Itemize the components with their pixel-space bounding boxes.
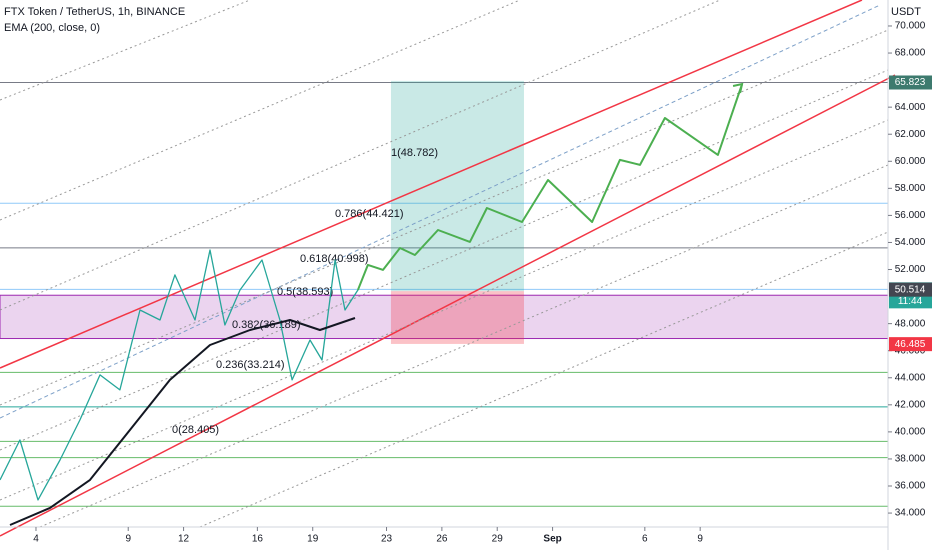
x-tick-label: 26 xyxy=(436,534,448,545)
currency-label: USDT xyxy=(891,6,921,18)
y-tick-label: 68.000 xyxy=(895,48,926,59)
x-tick-label: 9 xyxy=(125,534,131,545)
price-label-box xyxy=(889,75,932,90)
y-tick-label: 56.000 xyxy=(895,210,926,221)
y-tick-label: 44.000 xyxy=(895,372,926,383)
arrowhead xyxy=(732,82,744,94)
position-stop xyxy=(390,291,524,344)
fib-label: 0.236(33.214) xyxy=(216,359,285,371)
y-tick-label: 64.000 xyxy=(895,102,926,113)
y-tick-label: 52.000 xyxy=(895,264,926,275)
x-tick-label: 9 xyxy=(697,534,703,545)
y-tick-label: 58.000 xyxy=(895,183,926,194)
series-line xyxy=(0,249,359,501)
y-tick-label: 62.000 xyxy=(895,129,926,140)
fork-line xyxy=(0,29,889,406)
fork-line xyxy=(0,0,721,311)
channel-mid xyxy=(0,4,881,419)
x-tick-label: 4 xyxy=(33,534,39,545)
chart-title: FTX Token / TetherUS, 1h, BINANCE xyxy=(4,6,185,18)
x-tick-label: 29 xyxy=(492,534,504,545)
x-tick-label: 23 xyxy=(381,534,393,545)
fib-label: 0.786(44.421) xyxy=(335,208,404,220)
indicator-label: EMA (200, close, 0) xyxy=(4,22,100,34)
y-tick-label: 34.000 xyxy=(895,508,926,519)
x-tick-label: 19 xyxy=(307,534,319,545)
price-label: 65.823 xyxy=(895,77,926,88)
y-tick-label: 36.000 xyxy=(895,481,926,492)
fib-label: 0(28.405) xyxy=(172,424,219,436)
fib-label: 0.5(38.593) xyxy=(277,286,333,298)
channel xyxy=(0,0,896,537)
channel-upper xyxy=(0,0,863,369)
y-tick-label: 60.000 xyxy=(895,156,926,167)
fork-line xyxy=(39,164,889,528)
x-tick-label: Sep xyxy=(543,534,561,545)
series-line xyxy=(9,317,356,526)
position-target xyxy=(390,80,524,292)
y-tick-label: 38.000 xyxy=(895,454,926,465)
y-tick-label: 48.000 xyxy=(895,318,926,329)
fib-label: 1(48.782) xyxy=(391,147,438,159)
x-tick-label: 16 xyxy=(252,534,264,545)
y-tick-label: 42.000 xyxy=(895,399,926,410)
fib-label: 0.618(40.998) xyxy=(300,253,369,265)
price-label-box xyxy=(889,282,932,297)
price-label: 50.514 xyxy=(895,284,926,295)
countdown: 11:44 xyxy=(898,296,923,307)
price-label: 46.485 xyxy=(895,339,926,350)
zone xyxy=(0,294,889,340)
fork-line xyxy=(0,69,889,451)
y-tick-label: 70.000 xyxy=(895,21,926,32)
y-tick-label: 40.000 xyxy=(895,427,926,438)
channel-lower xyxy=(0,74,896,537)
fork-line xyxy=(0,119,889,501)
x-tick-label: 12 xyxy=(178,534,190,545)
series-line xyxy=(356,83,744,291)
price-label-box xyxy=(889,337,932,352)
fork-line xyxy=(0,0,521,221)
y-tick-label: 54.000 xyxy=(895,237,926,248)
x-tick-label: 6 xyxy=(642,534,648,545)
